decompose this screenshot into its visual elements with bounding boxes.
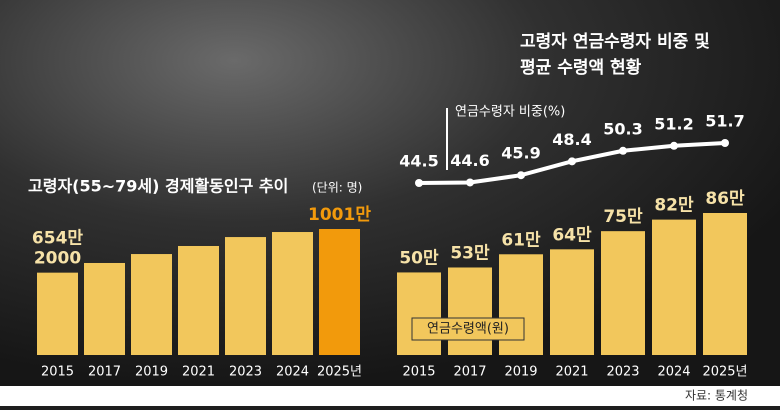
line-point: [721, 139, 729, 147]
value-label: 654만: [32, 229, 83, 249]
bar: [397, 272, 441, 355]
bar: [272, 232, 313, 355]
bar: [178, 245, 219, 355]
value-label: 61만: [501, 230, 541, 250]
bar: [84, 262, 125, 355]
bar: [225, 237, 266, 355]
line-point: [517, 171, 525, 180]
x-tick-label: 2015: [41, 365, 74, 380]
bar: [319, 229, 360, 355]
bar: [703, 213, 747, 355]
value-label: 64만: [552, 225, 592, 245]
x-tick-label: 2023: [229, 365, 262, 380]
line-point: [670, 141, 678, 150]
x-tick-label: 2024: [276, 365, 309, 380]
value-label: 2000: [34, 249, 81, 269]
left-title: 고령자(55~79세) 경제활동인구 추이: [28, 177, 288, 196]
unit-note: (단위: 명): [312, 181, 362, 195]
value-label: 44.6: [450, 151, 489, 170]
x-tick-label: 2019: [135, 365, 168, 380]
x-tick-label: 2017: [453, 365, 486, 380]
x-tick-label: 2025년: [702, 365, 747, 380]
bar: [550, 249, 594, 355]
bar: [37, 272, 78, 355]
value-label: 45.9: [501, 144, 540, 163]
value-label: 48.4: [552, 130, 591, 149]
legend-label: 연금수령자 비중(%): [455, 105, 565, 120]
value-label: 86만: [705, 189, 745, 209]
x-tick-label: 2023: [606, 365, 639, 380]
legend-box: [411, 317, 525, 341]
x-tick-label: 2025년: [317, 365, 362, 380]
x-tick-label: 2015: [402, 365, 435, 380]
value-label: 50만: [399, 248, 439, 268]
x-tick-label: 2024: [657, 365, 690, 380]
right-title: 평균 수령액 현황: [520, 57, 642, 78]
value-label: 51.2: [654, 114, 693, 133]
x-tick-label: 2021: [555, 365, 588, 380]
line-point: [568, 157, 576, 166]
value-label: 53만: [450, 243, 490, 263]
bar: [131, 254, 172, 355]
source: 자료: 통계청: [685, 389, 748, 403]
footer-band: [0, 386, 780, 406]
value-label: 44.5: [399, 152, 438, 171]
line-point: [466, 178, 474, 187]
bar: [601, 231, 645, 355]
value-label: 50.3: [603, 119, 642, 138]
right-title: 고령자 연금수령자 비중 및: [520, 31, 710, 52]
line-point: [619, 146, 627, 155]
line-point: [415, 179, 423, 187]
bar: [652, 219, 696, 355]
legend-label: 연금수령액(원): [427, 322, 509, 337]
value-label: 82만: [654, 196, 694, 216]
value-label: 51.7: [705, 112, 744, 131]
bar: [448, 267, 492, 355]
value-label: 1001만: [308, 205, 371, 225]
x-tick-label: 2019: [504, 365, 537, 380]
x-tick-label: 2017: [88, 365, 121, 380]
value-label: 75만: [603, 207, 643, 227]
x-tick-label: 2021: [182, 365, 215, 380]
